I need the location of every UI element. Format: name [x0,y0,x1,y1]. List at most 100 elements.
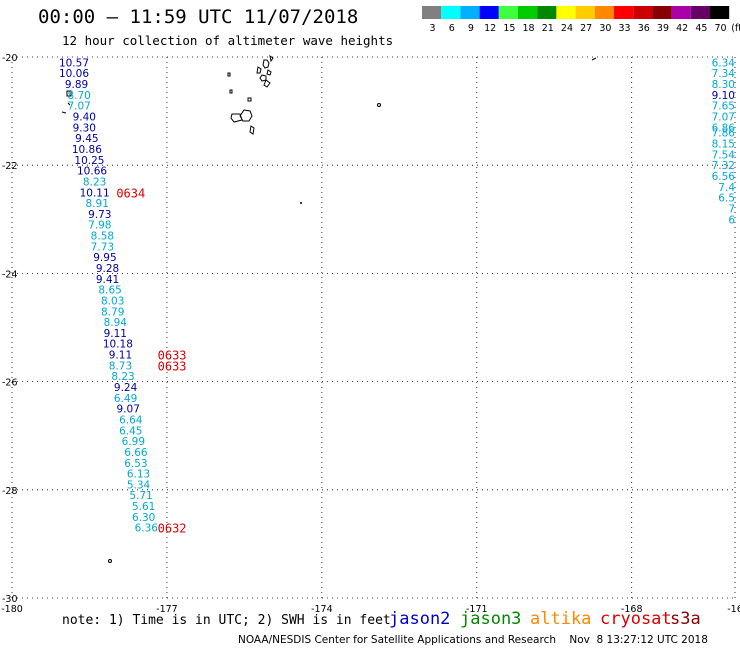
legend-swatch [671,6,691,19]
satellite-label: s3a [670,609,701,629]
swh-value: 7.07 [712,112,735,124]
swh-value: 9.30 [73,122,96,134]
swh-value: 9.28 [96,263,119,275]
legend-label: 24 [561,23,573,34]
x-tick-label: -177 [156,604,178,615]
island-outline [591,57,597,61]
legend-label: 39 [657,23,669,34]
y-tick-label: -26 [2,378,18,389]
swh-value: 9.07 [117,404,140,416]
swh-value: 10.57 [59,57,89,69]
swh-value: 6.30 [132,512,155,524]
legend-label: 6 [449,23,455,34]
legend-label: 70 [715,23,727,34]
legend-swatch [479,6,499,19]
y-tick-label: -28 [2,486,18,497]
legend-swatch [575,6,595,19]
y-tick-label: -20 [2,53,18,64]
swh-value: 7.86 [712,128,736,140]
swh-value: 7.65 [712,101,735,113]
x-tick-label: -168 [621,604,643,615]
swh-value: 9.41 [96,274,119,286]
swh-value: 5.61 [132,501,155,513]
legend-swatch [422,6,442,19]
swh-value: 8.91 [86,198,109,210]
swh-value: 8.58 [91,231,114,243]
legend-swatch [710,6,730,19]
legend-swatch [460,6,480,19]
legend-swatch [498,6,518,19]
legend-label: 3 [430,23,436,34]
legend-swatch [594,6,614,19]
swh-value: 6.56 [712,171,736,183]
swh-value: 6.86 [712,122,736,134]
swh-value: 6.13 [127,469,150,481]
legend-label: 27 [580,23,592,34]
pass-time-label: 0634 [116,186,145,200]
legend-label: 42 [676,23,688,34]
pass-times: 063406330633063209 [116,186,187,536]
swh-value: 9.45 [75,133,98,145]
swh-value: 10.11 [80,187,110,199]
legend-swatch [518,6,538,19]
legend-label: 33 [619,23,631,34]
footer-credit: NOAA/NESDIS Center for Satellite Applica… [238,634,708,646]
pass-time-label: 0632 [158,522,187,536]
x-tick-label: -16 [727,604,740,615]
swh-value: 8.79 [101,306,124,318]
swh-value: 6.5 [718,193,735,205]
island-dot [377,103,381,107]
swh-value: 8.15 [712,139,735,151]
legend-swatch [537,6,557,19]
legend-swatch [690,6,710,19]
chart-title: 00:00 — 11:59 UTC 11/07/2018 [38,6,359,28]
island-outline [227,54,274,135]
swh-value: 8.65 [98,285,121,297]
swh-value: 6.66 [124,447,148,459]
swh-value: 7.73 [91,241,114,253]
swh-value: 8.73 [109,360,132,372]
satellite-label: jason3 [460,609,522,629]
swh-value: 6.99 [122,436,145,448]
legend-swatch [614,6,634,19]
swh-value: 6.34 [712,57,736,69]
map-grid [11,56,736,599]
swh-value: 9.11 [104,328,127,340]
swh-value: 7.4 [718,182,735,194]
swh-value: 10.25 [74,155,104,167]
swh-value: 9.40 [73,112,96,124]
swh-value: 8.30 [712,79,735,91]
swh-value: 9.10 [712,90,735,102]
swh-value: 7 [728,203,735,215]
swh-value: 9.95 [93,252,116,264]
legend-label: 15 [503,23,515,34]
chart-subtitle: 12 hour collection of altimeter wave hei… [62,33,394,48]
x-tick-label: -174 [311,604,333,615]
legend-swatch [441,6,461,19]
legend-swatch [633,6,653,19]
axis-labels: -180 -177 -174 -171 -168 -16 -20 -22 -24 -26 -28 -3… [1,53,740,615]
pass-time-label: 0633 [158,359,187,373]
legend-unit: (ft) [731,23,740,34]
satellite-label: cryosat [600,609,672,629]
y-tick-label: -24 [2,269,18,280]
island-dot [300,202,302,204]
swh-value: 9.11 [109,350,132,362]
swh-value: 10.18 [103,339,133,351]
swh-value: 6.64 [119,414,143,426]
legend-label: 12 [484,23,496,34]
swh-value: 7.07 [67,101,90,113]
y-tick-label: -22 [2,161,18,172]
legend-swatch [556,6,576,19]
swh-value: 5.34 [127,479,151,491]
swh-value: 9.89 [65,79,88,91]
island-outlines [61,54,597,563]
swh-value: 7.98 [88,220,111,232]
x-tick-label: -180 [1,604,23,615]
legend-swatch [652,6,672,19]
legend-label: 36 [638,23,650,34]
swh-value: 8.23 [111,371,134,383]
pass-time-label: 0633 [158,349,187,363]
